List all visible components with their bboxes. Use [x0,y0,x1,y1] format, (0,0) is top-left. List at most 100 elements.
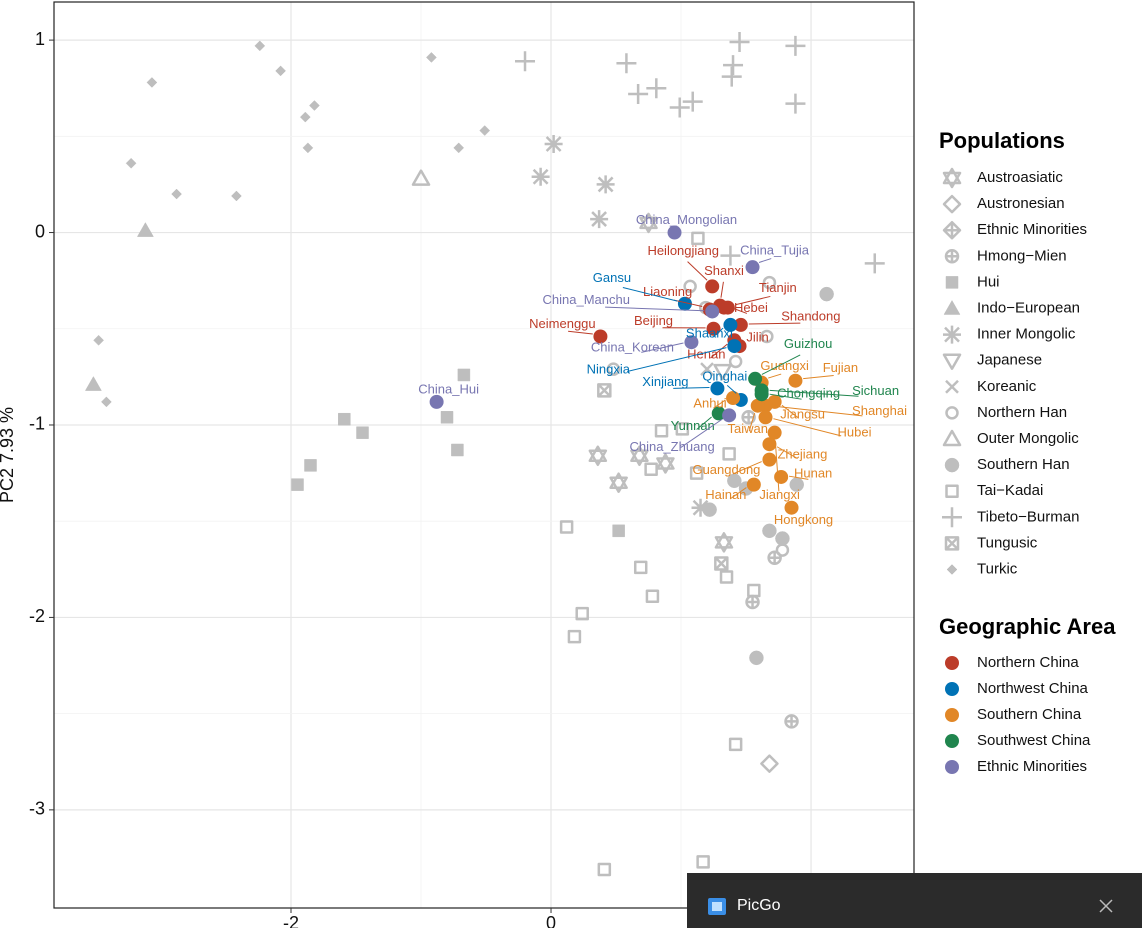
point [714,556,729,571]
legend-label: Tai−Kadai [977,482,1043,499]
point [750,398,765,413]
point [356,426,369,439]
point [788,373,803,388]
point [683,279,697,294]
point [721,66,742,87]
point [784,500,799,515]
point [716,300,731,315]
point [544,135,563,154]
point [691,498,710,517]
legend-key [943,300,961,315]
leader-line [712,327,724,338]
legend-label: Tibeto−Burman [977,508,1079,525]
leader-line [568,330,593,335]
point [304,459,317,472]
point-labels: Heilongjiang Shanxi Tianjin Hebei Shandong Ji… [418,212,907,527]
legend-label: Hui [977,273,1000,290]
y-tick-label: -1 [29,414,45,434]
point [411,169,431,186]
point [745,594,760,610]
point [784,714,799,729]
legend-key [945,379,959,394]
x-tick-label: 0 [546,913,556,928]
point [726,391,741,406]
leader-line [769,389,859,397]
point-label: Zhejiang [777,447,827,462]
y-tick-label: -2 [29,606,45,626]
point [711,406,726,421]
popup: PicGo [687,873,1142,928]
point-label: Liaoning [643,284,692,299]
point [696,855,710,869]
legend-key [943,325,961,344]
point [723,317,738,332]
leader-line [726,385,737,394]
point [758,410,773,425]
point [596,175,615,194]
point [612,524,625,538]
leader-line [769,393,802,400]
point [125,158,137,169]
point-label: China_Manchu [543,292,630,307]
close-button[interactable] [1099,899,1113,913]
point [746,477,761,492]
leader-line [713,399,726,409]
y-tick-label: -3 [29,799,45,819]
point [633,560,648,575]
legend-label: Southwest China [977,732,1091,749]
legend-label: Northwest China [977,680,1089,697]
point-label: China_Korean [591,340,674,355]
point [775,531,790,546]
point [645,589,660,603]
leader-line [774,440,780,492]
legend: Populations Geographic Area Austroasiatic A… [939,128,1116,775]
legend-key [945,484,959,498]
legend-key [942,507,962,528]
legend-label: Southern China [977,706,1082,723]
point [146,77,158,88]
point [675,422,690,436]
point-label: Guizhou [784,336,832,351]
point [741,410,756,425]
point [775,543,790,557]
point [667,225,682,240]
point [729,32,750,53]
point-label: China_Zhuang [629,439,714,454]
legend-label: Japanese [977,352,1042,369]
point [722,447,736,461]
point [616,53,637,74]
legend-label: Austronesian [977,195,1065,212]
point [682,91,703,112]
point [451,443,464,457]
point [426,52,437,63]
leader-line [768,373,782,379]
point-label: China_Mongolian [636,212,737,227]
legend-label: Northern Han [977,404,1067,421]
point [767,425,782,440]
point-label: Anhui [693,395,726,410]
point-label: Heilongjiang [647,243,719,258]
point-label: Fujian [823,360,858,375]
leader-line [761,354,801,375]
point-label: Gansu [593,270,631,285]
point [597,862,612,877]
point [515,51,536,72]
point [677,296,692,311]
leader-line [773,405,863,417]
point-label: Shaanxi [686,325,733,340]
legend-key [944,457,960,473]
legend-key [944,249,960,264]
point-label: Guangdong [692,462,760,477]
leader-line [789,475,809,480]
point [748,371,763,386]
point [754,383,769,398]
point [700,362,714,377]
point [85,376,102,391]
leader-line [731,307,748,314]
point [300,111,311,123]
point-label: Hunan [794,465,832,480]
legend-title: Populations [939,128,1065,153]
legend-label: Ethnic Minorities [977,221,1087,238]
point [137,222,154,237]
